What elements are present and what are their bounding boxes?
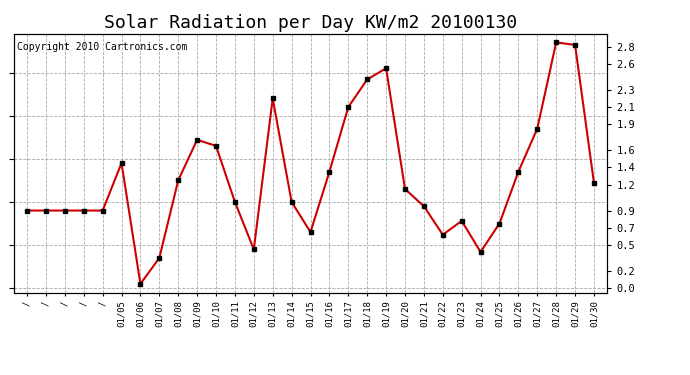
Title: Solar Radiation per Day KW/m2 20100130: Solar Radiation per Day KW/m2 20100130 — [104, 14, 517, 32]
Text: Copyright 2010 Cartronics.com: Copyright 2010 Cartronics.com — [17, 42, 187, 51]
